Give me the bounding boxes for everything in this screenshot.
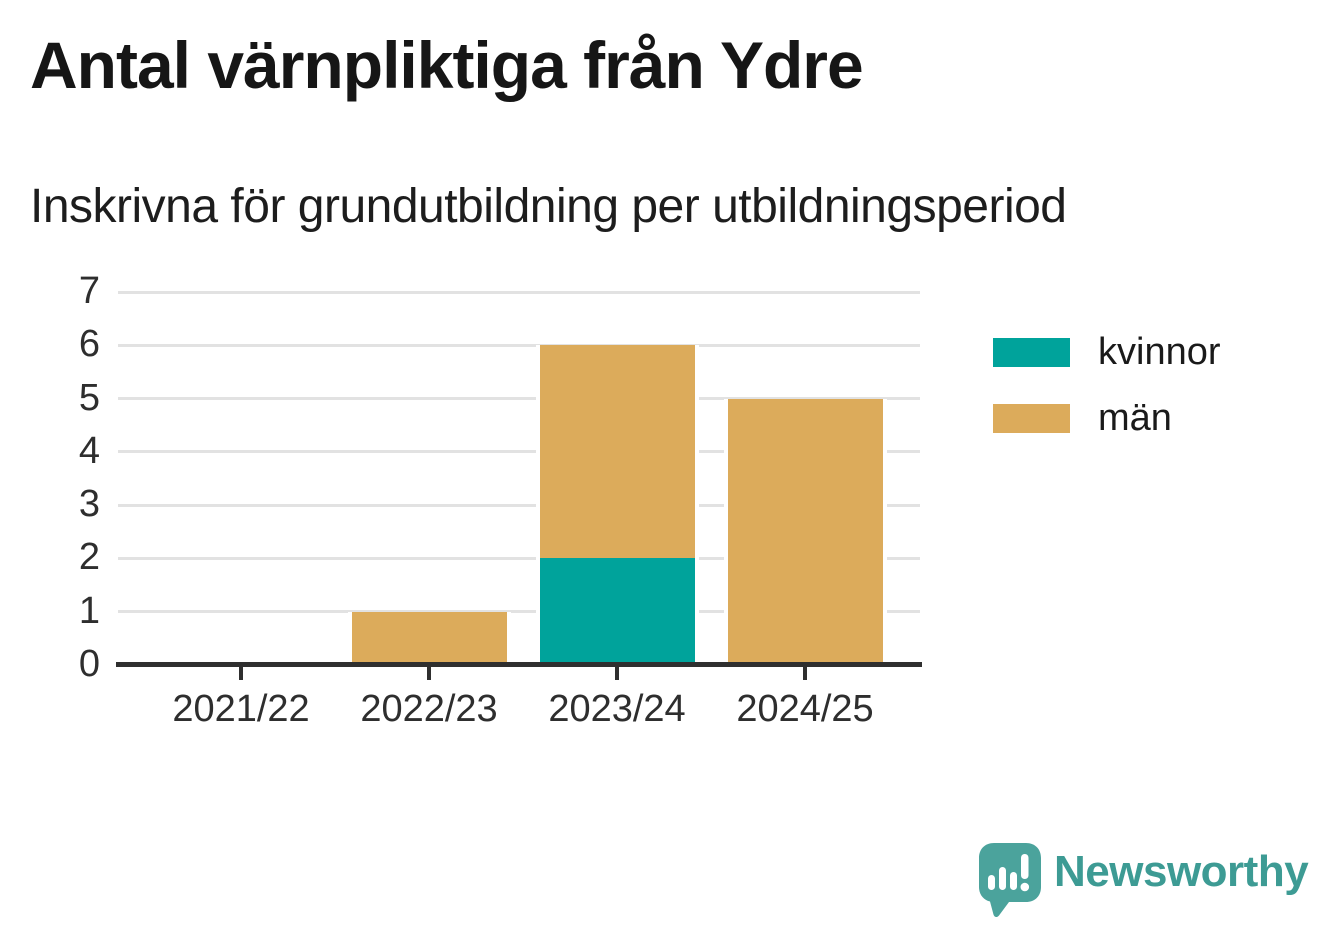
bar-segment-män [535, 345, 699, 559]
y-tick-label: 1 [78, 589, 100, 632]
y-tick-label: 6 [78, 323, 100, 366]
y-tick-label: 7 [78, 270, 100, 313]
bar-segment-kvinnor [535, 558, 699, 665]
y-tick-label: 2 [78, 536, 100, 579]
branding: Newsworthy [978, 842, 1309, 920]
legend-label-kvinnor: kvinnor [1098, 331, 1221, 373]
x-tick-label: 2024/25 [736, 688, 874, 730]
y-tick-label: 5 [78, 376, 100, 419]
gridline [118, 290, 920, 294]
newsworthy-logo-icon [979, 843, 1041, 918]
legend-swatch-kvinnor [993, 337, 1070, 367]
bar-segment-män [723, 398, 887, 665]
gridline [118, 397, 920, 401]
x-tick-label: 2023/24 [548, 688, 686, 730]
gridline [118, 503, 920, 507]
gridline [118, 343, 920, 347]
x-tick-mark [803, 666, 807, 680]
branding-name: Newsworthy [1054, 847, 1309, 896]
gridline [118, 610, 920, 614]
x-axis-line [116, 661, 922, 667]
bar-segment-män [347, 611, 511, 665]
legend-label-man: män [1098, 397, 1172, 439]
x-tick-mark [615, 666, 619, 680]
gridline [118, 450, 920, 454]
y-tick-label: 4 [78, 430, 100, 473]
x-tick-label: 2021/22 [172, 688, 310, 730]
legend-item-man: män [993, 399, 1221, 437]
x-tick-label: 2022/23 [360, 688, 498, 730]
x-tick-mark [427, 666, 431, 680]
legend-swatch-man [993, 403, 1070, 433]
gridline [118, 556, 920, 560]
y-tick-label: 3 [78, 483, 100, 526]
chart-subtitle: Inskrivna för grundutbildning per utbild… [30, 180, 1067, 233]
y-tick-label: 0 [78, 643, 100, 686]
chart-title: Antal värnpliktiga från Ydre [30, 28, 864, 102]
x-tick-mark [239, 666, 243, 680]
legend: kvinnor män [993, 333, 1221, 437]
legend-item-kvinnor: kvinnor [993, 333, 1221, 371]
